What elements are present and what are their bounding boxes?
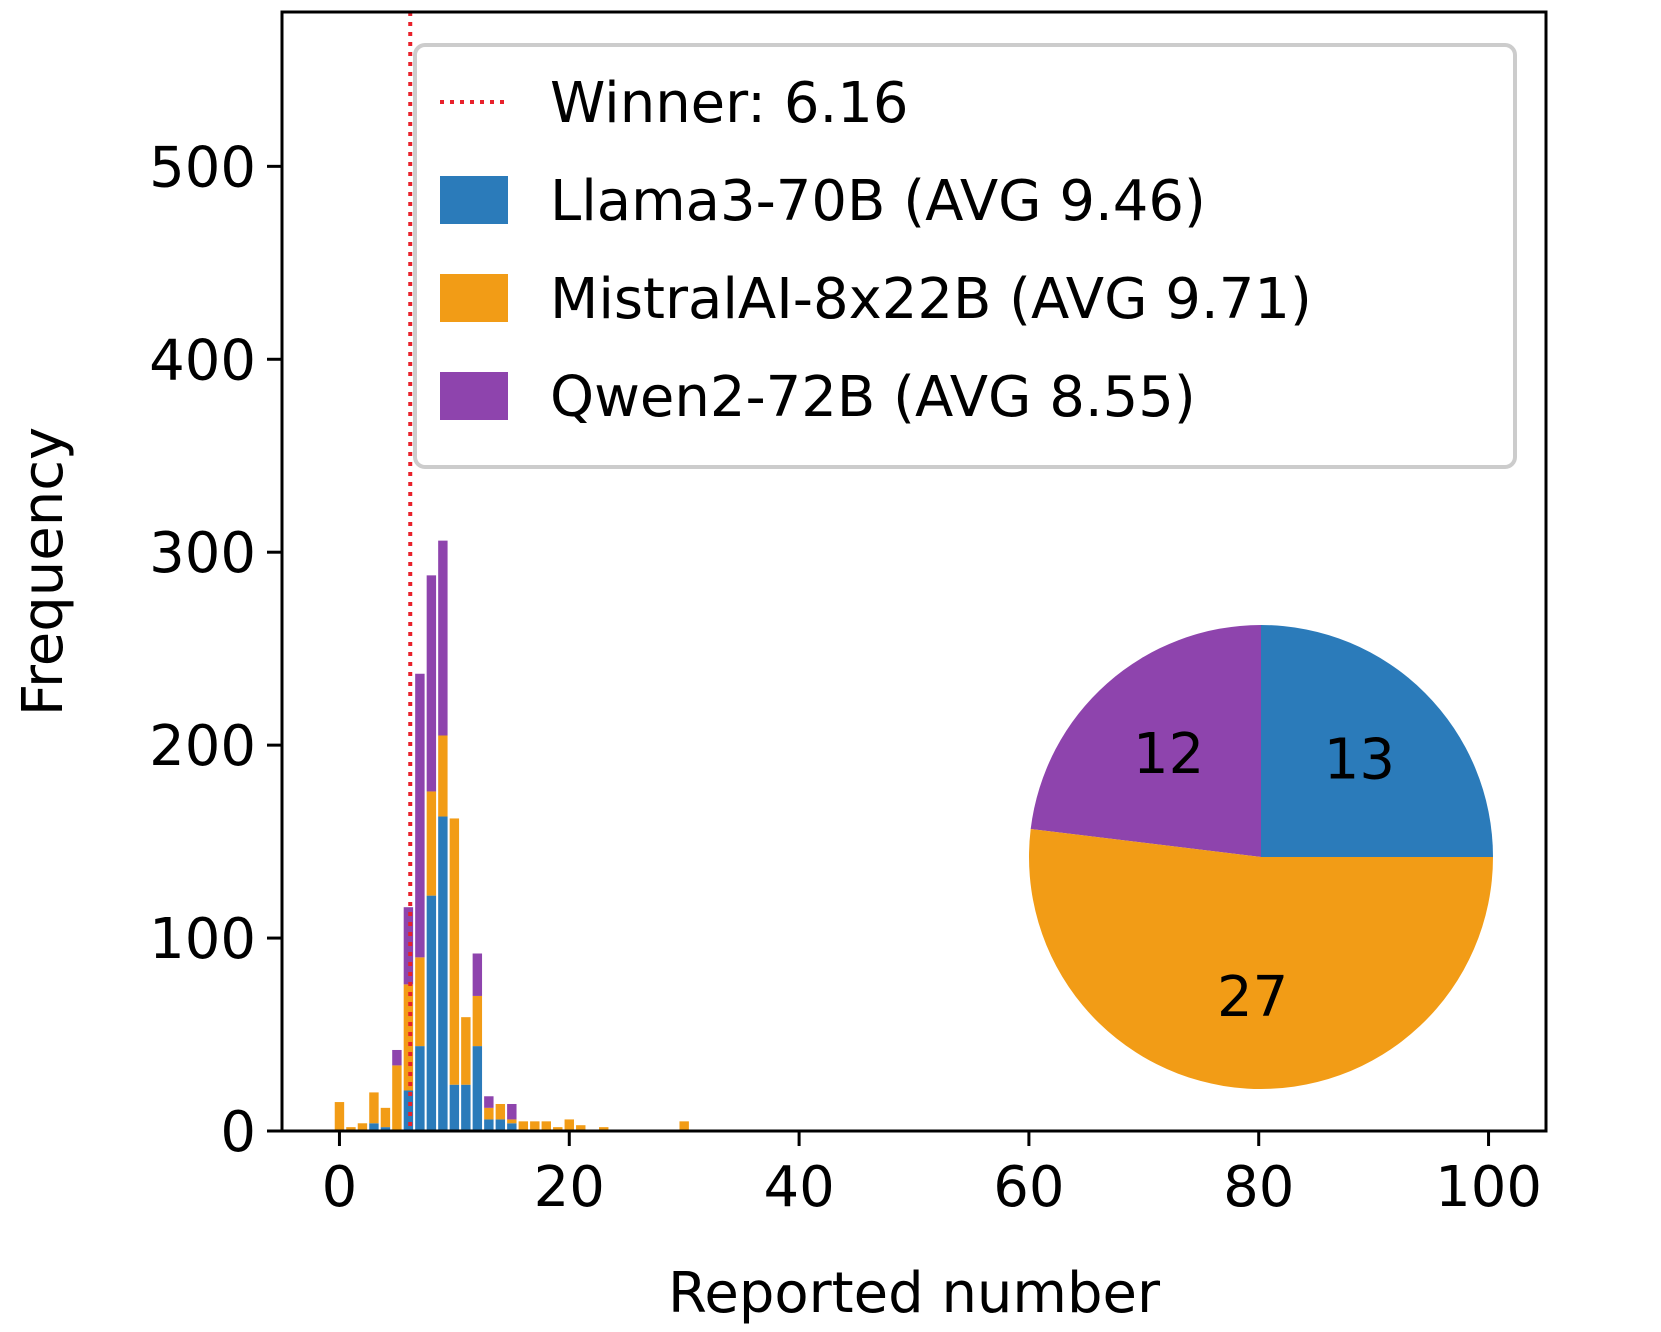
x-axis-title: Reported number [668, 1261, 1161, 1326]
bar-series1-x15 [507, 1119, 517, 1124]
bar-series0-x13 [484, 1119, 494, 1131]
legend-label-0: Llama3-70B (AVG 9.46) [550, 169, 1206, 234]
x-tick-label: 40 [763, 1155, 834, 1220]
legend-label-2: Qwen2-72B (AVG 8.55) [550, 365, 1196, 430]
bar-series0-x15 [507, 1123, 517, 1131]
bar-series1-x10 [449, 818, 460, 1085]
bar-series0-x10 [449, 1084, 460, 1131]
y-axis-title: Frequency [11, 427, 76, 716]
inset-pie: 13 12 27 [1029, 625, 1493, 1089]
bar-series1-x3 [369, 1092, 379, 1124]
bar-series1-x20 [564, 1119, 574, 1131]
x-tick-label: 60 [993, 1155, 1064, 1220]
legend: Winner: 6.16 Llama3-70B (AVG 9.46) Mistral… [413, 43, 1517, 469]
bar-series1-x5 [392, 1065, 402, 1131]
y-tick-label: 0 [220, 1100, 256, 1165]
bar-series1-x14 [495, 1103, 506, 1120]
legend-winner-label: Winner: 6.16 [550, 71, 909, 136]
legend-swatch-1 [440, 274, 508, 322]
pie-slice-label: 12 [1133, 722, 1204, 787]
bar-series1-x17 [530, 1121, 540, 1131]
bar-series2-x8 [426, 575, 437, 792]
y-tick-label: 200 [149, 714, 256, 779]
axes: 0 20 40 60 80 100 0 100 200 300 400 500 Reported num… [11, 10, 1548, 1326]
bar-series0-x8 [426, 895, 437, 1131]
bar-series1-x23 [599, 1127, 609, 1131]
bar-series2-x5 [392, 1049, 402, 1066]
bar-series2-x15 [507, 1103, 517, 1120]
bar-series1-x18 [541, 1121, 551, 1131]
x-tick-label: 100 [1435, 1155, 1542, 1220]
bar-series1-x1 [346, 1127, 356, 1131]
bar-series1-x0 [334, 1102, 345, 1131]
bar-series1-x12 [472, 995, 483, 1047]
pie-slice-1 [1030, 625, 1261, 857]
bar-series1-x6 [403, 984, 414, 1091]
bar-layer [334, 540, 689, 1131]
bar-series0-x7 [415, 1046, 425, 1131]
bar-series1-x21 [576, 1125, 586, 1131]
bar-series2-x13 [484, 1096, 494, 1108]
plot-frame [280, 10, 1548, 1133]
bar-series1-x16 [518, 1121, 529, 1131]
bar-series1-x7 [415, 957, 425, 1047]
bar-series0-x3 [369, 1123, 379, 1131]
bar-series2-x7 [415, 673, 425, 958]
y-tick-label: 100 [149, 907, 256, 972]
bar-series0-x6 [403, 1090, 414, 1131]
pie-slice-2 [1029, 829, 1493, 1089]
bar-series1-x4 [380, 1107, 391, 1128]
x-tick-label: 0 [322, 1155, 358, 1220]
bar-series2-x9 [438, 540, 448, 736]
legend-swatch-2 [440, 372, 508, 420]
legend-label-1: MistralAI-8x22B (AVG 9.71) [550, 267, 1312, 332]
bar-series1-x13 [484, 1107, 494, 1120]
legend-swatch-0 [440, 176, 508, 224]
pie-slice-label: 13 [1324, 728, 1395, 793]
bar-series0-x11 [461, 1084, 471, 1131]
bar-series0-x9 [438, 816, 448, 1131]
bar-series2-x12 [472, 953, 483, 996]
y-tick-label: 300 [149, 521, 256, 586]
bar-series1-x30 [679, 1121, 689, 1131]
bar-series1-x11 [461, 1017, 471, 1085]
x-tick-label: 20 [534, 1155, 605, 1220]
bar-series0-x4 [380, 1127, 391, 1131]
y-tick-label: 500 [149, 135, 256, 200]
bar-series1-x9 [438, 735, 448, 817]
legend-box [413, 43, 1517, 469]
y-tick-label: 400 [149, 328, 256, 393]
bar-series1-x19 [553, 1127, 563, 1131]
bar-series0-x12 [472, 1046, 483, 1131]
pie-slice-label: 27 [1217, 965, 1288, 1030]
pie-slice-0 [1261, 625, 1493, 857]
bar-series0-x14 [495, 1119, 506, 1131]
bar-series1-x2 [357, 1123, 368, 1131]
x-tick-label: 80 [1223, 1155, 1294, 1220]
bar-series1-x8 [426, 791, 437, 896]
